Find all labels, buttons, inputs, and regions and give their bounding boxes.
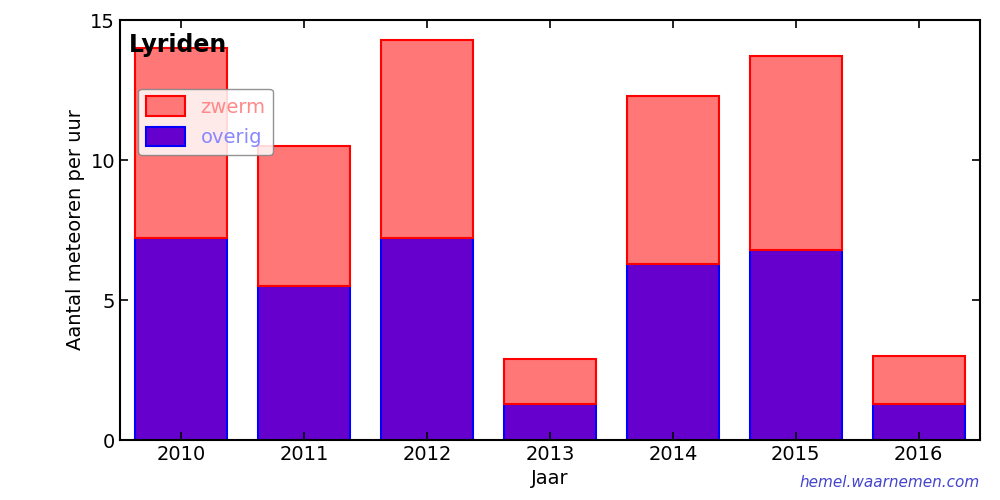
Bar (135, 48, 227, 238)
Bar (258, 286, 350, 440)
Bar (381, 238, 473, 440)
Bar (750, 250, 842, 440)
Bar (135, 238, 227, 440)
Bar (627, 96, 719, 264)
Bar (258, 146, 350, 286)
Y-axis label: Aantal meteoren per uur: Aantal meteoren per uur (66, 110, 85, 350)
Bar (872, 404, 965, 440)
Bar (504, 404, 596, 440)
Bar (750, 56, 842, 250)
Text: hemel.waarnemen.com: hemel.waarnemen.com (800, 475, 980, 490)
Bar (872, 356, 965, 404)
X-axis label: Jaar: Jaar (531, 470, 569, 488)
Bar (627, 264, 719, 440)
Bar (381, 40, 473, 238)
Bar (504, 359, 596, 404)
Legend: zwerm, overig: zwerm, overig (138, 88, 273, 155)
Text: Lyriden: Lyriden (129, 32, 227, 56)
